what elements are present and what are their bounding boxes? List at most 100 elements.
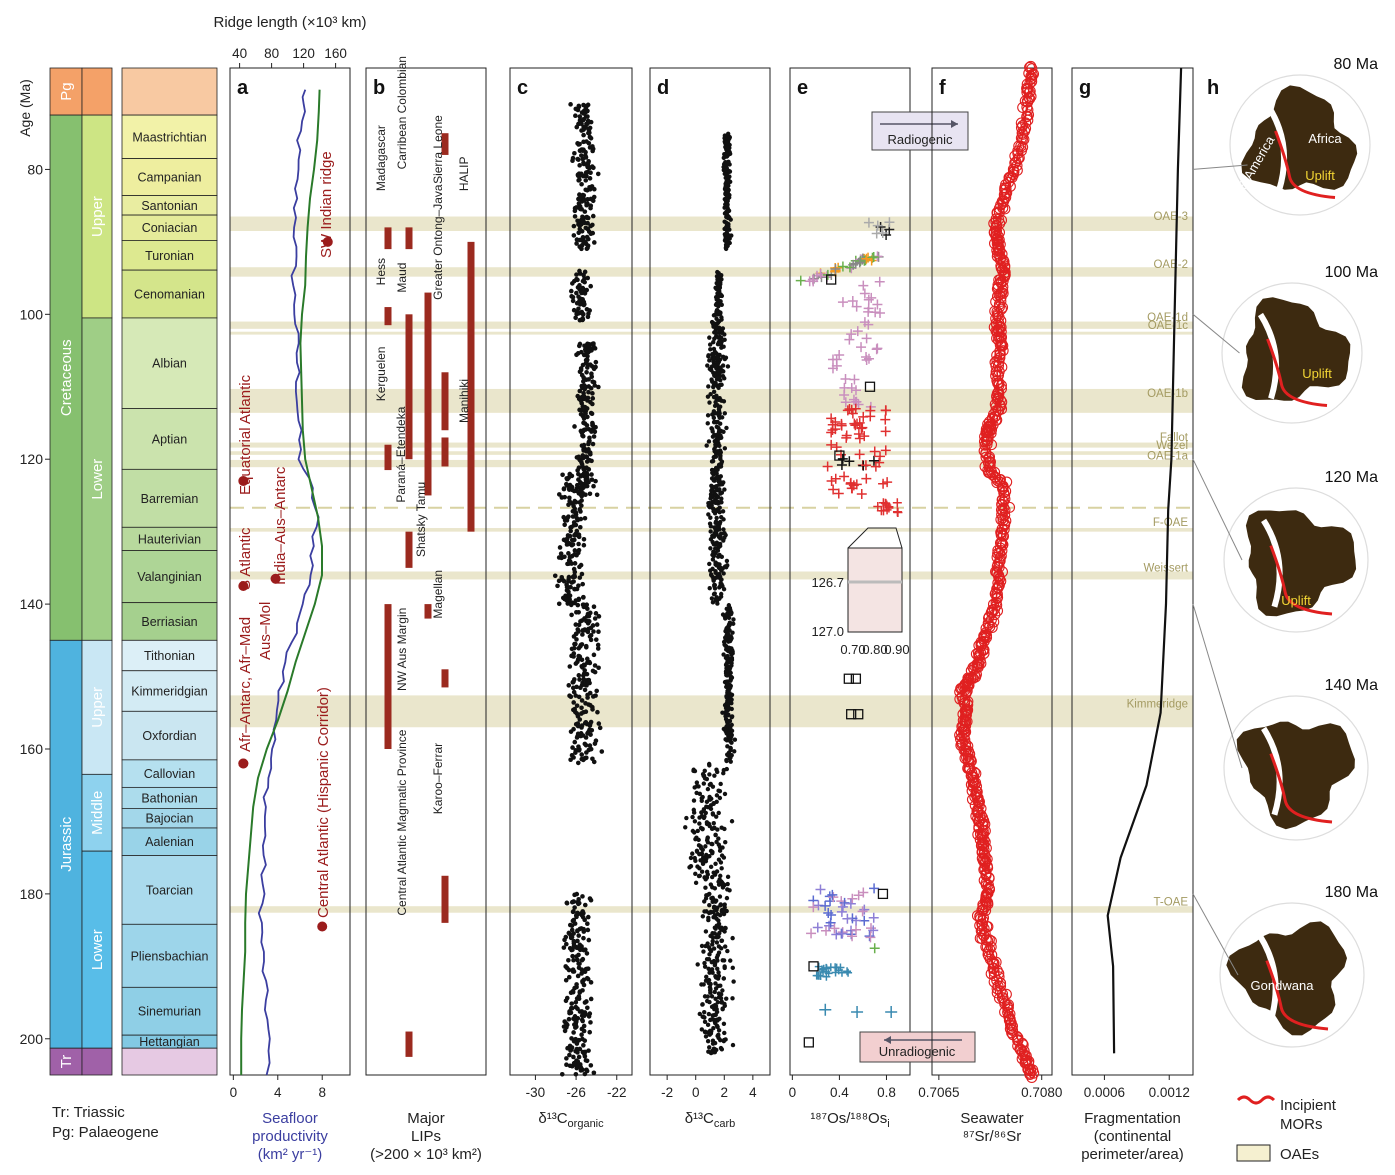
carb-point	[714, 916, 719, 921]
x-axis-title: Major	[407, 1110, 445, 1127]
strat-label: Tithonian	[144, 649, 195, 663]
organic-point	[564, 1025, 569, 1030]
organic-point	[579, 290, 584, 296]
organic-point	[587, 743, 593, 748]
carb-point	[702, 1009, 707, 1015]
carb-point	[716, 810, 721, 816]
carb-point	[713, 519, 719, 524]
organic-point	[582, 1038, 588, 1043]
carb-point	[716, 281, 721, 287]
x-axis-subscript: carb	[714, 1118, 735, 1130]
os-cross	[836, 460, 847, 471]
carb-point	[729, 734, 734, 739]
carb-point	[712, 582, 718, 588]
lip-bar	[384, 307, 392, 326]
organic-point	[573, 693, 579, 698]
organic-point	[585, 1005, 590, 1011]
organic-point	[580, 148, 585, 153]
organic-point	[568, 288, 574, 294]
carb-point	[707, 335, 712, 340]
carb-point	[694, 848, 700, 853]
carb-point	[718, 567, 724, 572]
organic-point	[571, 726, 576, 732]
carb-point	[713, 524, 719, 530]
organic-point	[568, 602, 574, 608]
organic-point	[575, 1016, 581, 1021]
organic-point	[585, 611, 591, 617]
carb-point	[705, 941, 710, 946]
carb-point	[701, 781, 707, 786]
x-axis-title: ⁸⁷Sr/⁸⁶Sr	[963, 1128, 1021, 1145]
lip-label: Madagascar	[374, 125, 388, 191]
carb-point	[727, 649, 733, 654]
carb-point	[720, 710, 725, 715]
organic-point	[571, 503, 576, 509]
carb-point	[725, 215, 731, 221]
organic-point	[564, 481, 569, 487]
map-age-label: 100 Ma	[1325, 264, 1378, 281]
lip-label: Karoo–Ferrar	[431, 743, 445, 814]
organic-point	[571, 1054, 576, 1060]
carb-point	[715, 933, 720, 938]
organic-point	[576, 952, 581, 958]
carb-point	[692, 819, 698, 824]
organic-point	[591, 434, 597, 439]
os-square	[864, 381, 876, 392]
os-cross	[819, 1003, 832, 1016]
organic-point	[593, 637, 599, 642]
carb-point	[710, 351, 715, 357]
carb-point	[717, 443, 722, 448]
carb-point	[709, 994, 715, 999]
organic-point	[581, 132, 586, 138]
x-axis-title: (km² yr⁻¹)	[258, 1146, 323, 1163]
strat-label: Maastrichtian	[132, 130, 206, 144]
carb-point	[728, 674, 734, 680]
organic-point	[572, 706, 577, 712]
organic-point	[578, 237, 584, 243]
organic-point	[567, 471, 573, 477]
organic-point	[577, 268, 582, 274]
organic-point	[588, 1020, 593, 1025]
organic-point	[583, 701, 588, 706]
carb-point	[713, 569, 718, 574]
organic-point	[585, 620, 591, 626]
organic-point	[581, 352, 587, 358]
sr-point	[991, 605, 1004, 617]
mor-line	[1269, 753, 1333, 824]
carb-point	[688, 855, 694, 861]
carb-point	[721, 429, 726, 434]
organic-point	[570, 574, 576, 580]
strat-label: Middle	[89, 791, 106, 835]
organic-point	[570, 909, 576, 915]
organic-point	[581, 926, 586, 932]
carb-point	[708, 948, 714, 954]
os-cross	[845, 898, 856, 909]
carb-point	[725, 874, 731, 880]
carb-point	[707, 763, 712, 768]
os-cross	[872, 220, 883, 231]
os-cross	[827, 363, 838, 374]
organic-point	[572, 552, 577, 557]
carb-point	[726, 645, 732, 651]
carb-point	[725, 190, 730, 195]
carb-point	[726, 136, 732, 141]
lip-bar	[441, 437, 449, 467]
strat-label: Hauterivian	[138, 532, 201, 546]
sr-point	[966, 793, 979, 806]
lip-label: Carribean Colombian	[395, 56, 409, 169]
organic-point	[590, 391, 595, 396]
os-cross	[837, 297, 848, 308]
ridge-event-label: India–Aus–Antarc	[272, 466, 289, 585]
organic-point	[570, 745, 575, 750]
strat-label: Bathonian	[141, 791, 197, 805]
os-cross	[861, 253, 872, 264]
organic-point	[584, 966, 589, 972]
sr-point	[1002, 1006, 1014, 1018]
organic-point	[578, 1065, 584, 1070]
organic-point	[579, 181, 584, 187]
organic-point	[578, 947, 583, 953]
os-cross	[877, 228, 888, 239]
x-tick-label: 4	[274, 1085, 282, 1100]
os-cross	[854, 257, 865, 268]
organic-point	[571, 689, 577, 695]
